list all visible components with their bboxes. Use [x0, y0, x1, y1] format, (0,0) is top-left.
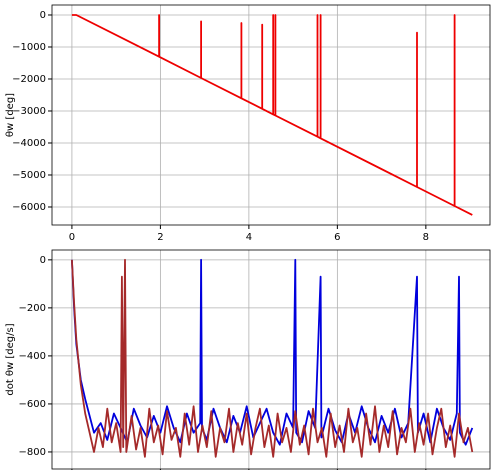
- y-tick-label: −2000: [12, 74, 46, 85]
- y-tick-label: −1000: [12, 42, 46, 53]
- x-tick-label: 2: [157, 232, 163, 243]
- y-tick-label: −5000: [12, 170, 46, 181]
- x-tick-label: 0: [69, 232, 75, 243]
- plot-frame: [51, 4, 491, 226]
- y-tick-label: −3000: [12, 106, 46, 117]
- x-tick-label: 6: [334, 232, 340, 243]
- x-tick-label: 8: [423, 232, 429, 243]
- data-line: [71, 14, 473, 216]
- y-tick-label: −200: [19, 303, 46, 314]
- plot-frame: [51, 249, 491, 470]
- y-tick-label: 0: [40, 255, 46, 266]
- x-tick-label: 4: [246, 232, 252, 243]
- y-axis-label: dot θw [deg/s]: [5, 323, 16, 395]
- y-tick-label: −800: [19, 447, 46, 458]
- y-tick-label: −4000: [12, 138, 46, 149]
- y-tick-label: 0: [40, 10, 46, 21]
- y-tick-label: −6000: [12, 202, 46, 213]
- y-tick-label: −400: [19, 351, 46, 362]
- y-axis-label: θw [deg]: [5, 93, 16, 137]
- y-tick-label: −600: [19, 399, 46, 410]
- data-line: [71, 258, 474, 458]
